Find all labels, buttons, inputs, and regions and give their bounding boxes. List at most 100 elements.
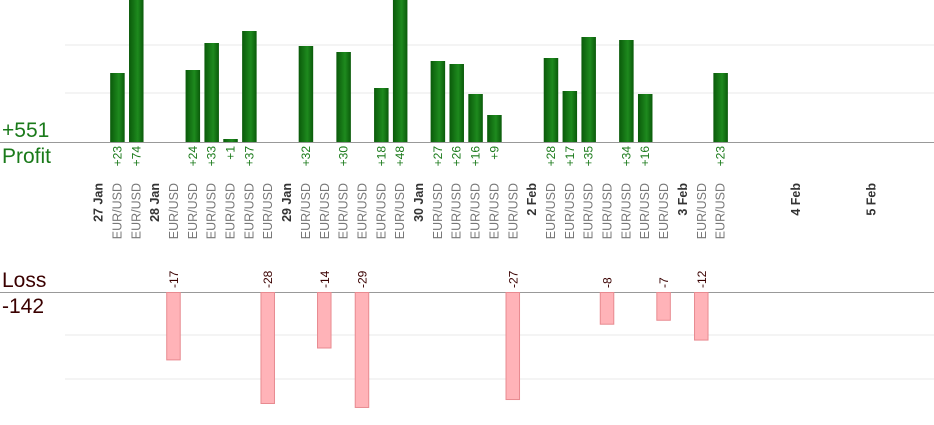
profit-value-label: +35 <box>582 146 596 167</box>
loss-bar <box>599 292 615 325</box>
loss-bar <box>656 292 671 321</box>
loss-bar <box>317 292 332 349</box>
profit-value-label: +18 <box>374 146 388 167</box>
pair-label: EUR/USD <box>714 183 728 239</box>
loss-label: Loss <box>2 269 47 292</box>
pair-label: EUR/USD <box>318 183 332 239</box>
loss-total: -142 <box>2 295 45 318</box>
pair-label: EUR/USD <box>299 183 313 239</box>
profit-value-label: +26 <box>450 146 464 167</box>
pair-label: EUR/USD <box>431 183 445 239</box>
profit-bar <box>430 61 446 142</box>
pair-label: EUR/USD <box>506 183 520 239</box>
profit-bar <box>487 115 502 142</box>
profit-value-label: +16 <box>469 146 483 167</box>
profit-bar <box>543 58 559 142</box>
loss-value-label: -29 <box>355 270 369 288</box>
loss-bar <box>166 292 181 361</box>
profit-bar <box>223 139 238 142</box>
pair-label: EUR/USD <box>205 183 219 239</box>
loss-value-label: -27 <box>506 270 520 288</box>
pair-label: EUR/USD <box>224 183 238 239</box>
pair-label: EUR/USD <box>487 183 501 239</box>
profit-bars <box>110 0 728 142</box>
pair-label: EUR/USD <box>582 183 596 239</box>
loss-value-label: -7 <box>657 277 671 288</box>
profit-value-label: +74 <box>129 146 143 167</box>
date-labels: 27 Jan 28 Jan 29 Jan 30 Jan 2 Feb 3 Feb 4 Feb 5… <box>92 183 879 222</box>
pair-label: EUR/USD <box>450 183 464 239</box>
profit-value-label: +23 <box>714 146 728 167</box>
profit-bar <box>185 70 201 142</box>
profit-value-label: +30 <box>337 146 351 167</box>
loss-value-labels: -17 -28 -14 -29 -27 -8 -7 -12 <box>167 270 709 288</box>
pair-label: EUR/USD <box>355 183 369 239</box>
profit-value-label: +1 <box>224 146 238 160</box>
profit-value-label: +16 <box>638 146 652 167</box>
profit-bar <box>242 31 257 142</box>
date-label: 28 Jan <box>148 183 162 222</box>
profit-value-label: +17 <box>563 146 577 167</box>
profit-bar <box>562 91 578 142</box>
date-label: 3 Feb <box>676 183 690 216</box>
pair-label: EUR/USD <box>393 183 407 239</box>
pair-label: EUR/USD <box>337 183 351 239</box>
date-label: 30 Jan <box>412 183 426 222</box>
profit-bar <box>713 73 728 142</box>
profit-value-label: +48 <box>393 146 407 167</box>
profit-value-label: +33 <box>205 146 219 167</box>
pair-label: EUR/USD <box>242 183 256 239</box>
date-label: 4 Feb <box>789 183 803 216</box>
loss-bar <box>694 292 709 341</box>
pair-label: EUR/USD <box>261 183 275 239</box>
profit-bar <box>204 43 219 142</box>
profit-value-label: +28 <box>544 146 558 167</box>
profit-value-label: +24 <box>186 146 200 167</box>
profit-value-label: +27 <box>431 146 445 167</box>
pair-label: EUR/USD <box>374 183 388 239</box>
profit-bar <box>392 0 408 142</box>
axis-lines <box>0 142 934 293</box>
profit-bar <box>374 88 389 142</box>
loss-value-label: -12 <box>695 270 709 288</box>
pair-label: EUR/USD <box>110 183 124 239</box>
loss-bar <box>354 292 370 408</box>
profit-bar <box>298 46 314 142</box>
pair-label: EUR/USD <box>695 183 709 239</box>
pair-label: EUR/USD <box>619 183 633 239</box>
profit-value-label: +32 <box>299 146 313 167</box>
date-label: 27 Jan <box>92 183 106 222</box>
date-label: 29 Jan <box>280 183 294 222</box>
loss-value-label: -14 <box>318 270 332 288</box>
profit-value-labels: +23 +74 +24 +33 +1 +37 +32 +30 +18 +48 +27 +26 +16 +9… <box>110 146 727 167</box>
loss-bar <box>505 292 521 401</box>
loss-value-label: -17 <box>167 270 181 288</box>
loss-value-label: -8 <box>601 277 615 288</box>
profit-bar <box>581 37 596 142</box>
pair-label: EUR/USD <box>638 183 652 239</box>
pair-label: EUR/USD <box>601 183 615 239</box>
pair-label: EUR/USD <box>657 183 671 239</box>
profit-bar <box>637 94 653 142</box>
profit-value-label: +23 <box>110 146 124 167</box>
pair-label: EUR/USD <box>167 183 181 239</box>
pair-label: EUR/USD <box>563 183 577 239</box>
date-label: 5 Feb <box>864 183 878 216</box>
pair-labels: EUR/USD EUR/USD EUR/USD EUR/USD EUR/USD EUR/U… <box>110 183 727 239</box>
profit-value-label: +34 <box>619 146 633 167</box>
profit-value-label: +9 <box>487 146 501 160</box>
profit-bar <box>449 64 464 142</box>
pair-label: EUR/USD <box>186 183 200 239</box>
date-label: 2 Feb <box>525 183 539 216</box>
profit-value-label: +37 <box>242 146 256 167</box>
loss-bars <box>166 292 709 408</box>
pair-label: EUR/USD <box>544 183 558 239</box>
loss-value-label: -28 <box>261 270 275 288</box>
profit-total: +551 <box>2 119 50 142</box>
profit-bar <box>129 0 144 142</box>
profit-bar <box>619 40 634 142</box>
profit-bar <box>468 94 483 142</box>
pair-label: EUR/USD <box>129 183 143 239</box>
